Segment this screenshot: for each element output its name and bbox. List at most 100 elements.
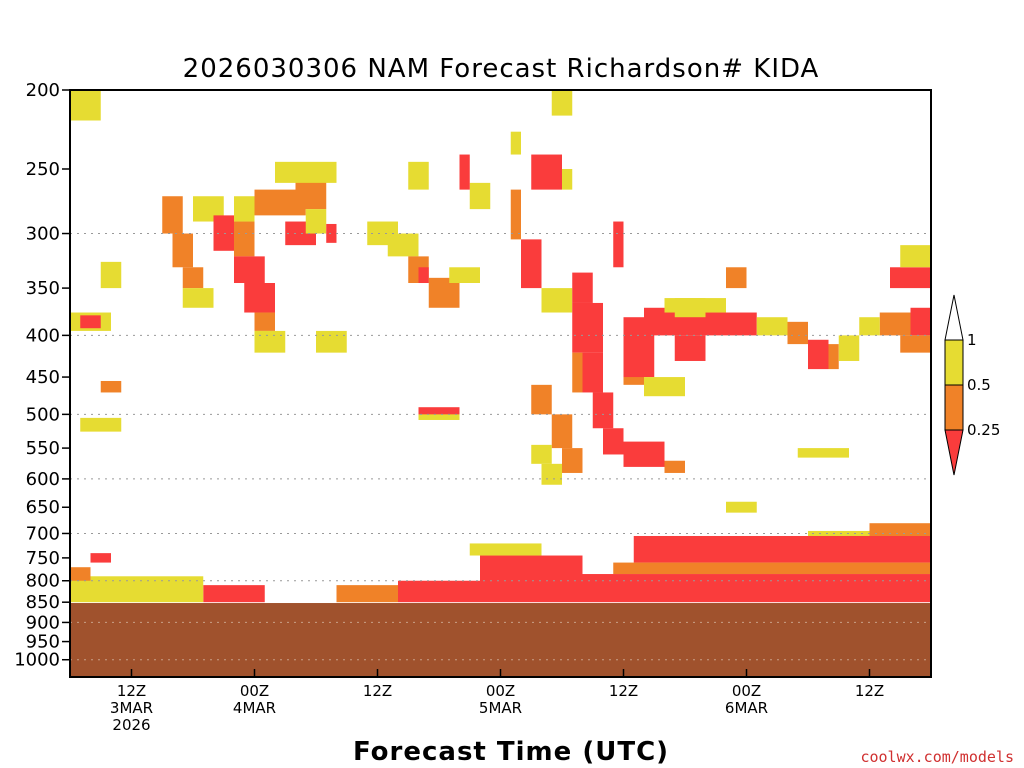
heatmap-cell <box>787 321 808 345</box>
heatmap-cell <box>305 209 327 234</box>
heatmap-cell <box>387 233 419 257</box>
heatmap-cell <box>172 233 193 268</box>
heatmap-cell <box>100 380 122 393</box>
colorbar-segment <box>944 339 964 386</box>
x-tick-label: 6MAR <box>725 699 768 717</box>
heatmap-cell <box>541 463 562 485</box>
heatmap-cell <box>469 543 542 556</box>
heatmap-cell <box>838 335 860 361</box>
x-tick-label: 00Z <box>486 682 515 700</box>
heatmap-cell <box>674 335 706 361</box>
heatmap-cell <box>510 189 521 240</box>
y-tick-label: 850 <box>26 592 60 613</box>
credit-text: coolwx.com/models <box>860 748 1014 766</box>
heatmap-cells <box>70 90 931 603</box>
y-tick-label: 1000 <box>14 650 60 671</box>
y-tick-label: 900 <box>26 612 60 633</box>
heatmap-cell <box>531 154 562 190</box>
y-tick-label: 650 <box>26 497 60 518</box>
chart-title: 2026030306 NAM Forecast Richardson# KIDA <box>183 54 820 84</box>
heatmap-cell <box>582 574 931 603</box>
heatmap-cell <box>879 312 911 336</box>
heatmap-cell <box>633 535 931 563</box>
heatmap-cell <box>418 407 460 418</box>
heatmap-cell <box>234 256 265 284</box>
heatmap-cell <box>162 196 183 234</box>
x-axis-title: Forecast Time (UTC) <box>353 737 669 767</box>
x-tick-label: 3MAR <box>110 699 153 717</box>
heatmap-cell <box>418 267 429 284</box>
heatmap-cell <box>521 239 542 289</box>
heatmap-cell <box>244 283 275 313</box>
heatmap-cell <box>551 90 573 116</box>
heatmap-cell <box>828 344 839 370</box>
heatmap-cell <box>808 339 829 370</box>
heatmap-cell <box>603 428 624 455</box>
y-tick-label: 400 <box>26 325 60 346</box>
y-tick-label: 250 <box>26 159 60 180</box>
colorbar-top-arrow <box>944 294 964 341</box>
heatmap-cell <box>900 335 931 353</box>
heatmap-cell <box>459 154 470 190</box>
heatmap-cell <box>562 168 573 190</box>
x-tick-label: 12Z <box>117 682 146 700</box>
heatmap-cell <box>531 384 552 415</box>
colorbar-legend: 1 0.5 0.25 <box>944 294 1000 476</box>
heatmap-cell <box>510 131 521 155</box>
y-tick-label: 500 <box>26 404 60 425</box>
heatmap-cell <box>644 377 685 397</box>
colorbar-segment <box>944 384 964 431</box>
heatmap-cell <box>910 307 931 336</box>
colorbar-label: 1 <box>967 331 977 349</box>
heatmap-cell <box>254 330 286 353</box>
heatmap-cell <box>664 298 726 313</box>
y-tick-label: 550 <box>26 438 60 459</box>
below-ground-layer <box>70 603 931 677</box>
heatmap-cell <box>900 245 931 268</box>
below-ground-fill <box>70 603 931 677</box>
heatmap-cell <box>336 585 398 603</box>
heatmap-cell <box>418 414 460 420</box>
x-tick-label: 12Z <box>363 682 392 700</box>
x-tick-label: 12Z <box>855 682 884 700</box>
heatmap-cell <box>562 448 583 473</box>
heatmap-cell <box>726 501 757 513</box>
heatmap-cell <box>80 417 122 432</box>
x-tick-label: 00Z <box>732 682 761 700</box>
heatmap-cell <box>890 267 931 289</box>
heatmap-cell <box>449 267 480 284</box>
heatmap-cell <box>592 392 614 429</box>
heatmap-cell <box>705 312 757 336</box>
heatmap-cell <box>541 288 573 313</box>
heatmap-cell <box>480 555 583 603</box>
heatmap-cell <box>613 221 624 268</box>
x-tick-label: 4MAR <box>233 699 276 717</box>
colorbar-label: 0.25 <box>967 421 1000 439</box>
y-axis: 200 250 300 350 400 450 500 550 600 650 700 7508008… <box>14 80 70 671</box>
heatmap-cell <box>316 330 347 353</box>
heatmap-cell <box>859 317 880 336</box>
y-tick-label: 200 <box>26 80 60 101</box>
heatmap-cell <box>80 315 101 329</box>
y-tick-label: 450 <box>26 367 60 388</box>
heatmap-cell <box>613 562 931 575</box>
heatmap-cell <box>664 460 685 473</box>
heatmap-cell <box>551 414 573 449</box>
y-tick-label: 350 <box>26 278 60 299</box>
x-tick-label: 00Z <box>240 682 269 700</box>
heatmap-cell <box>326 223 337 243</box>
heatmap-cell <box>531 444 552 464</box>
heatmap-cell <box>100 261 122 289</box>
x-tick-label: 12Z <box>609 682 638 700</box>
y-tick-label: 700 <box>26 523 60 544</box>
heatmap-cell <box>408 161 429 190</box>
heatmap-cell <box>234 221 255 257</box>
heatmap-cell <box>797 448 849 458</box>
y-tick-label: 800 <box>26 571 60 592</box>
y-tick-label: 750 <box>26 548 60 569</box>
heatmap-cell <box>70 90 101 121</box>
colorbar-label: 0.5 <box>967 376 991 394</box>
heatmap-cell <box>234 196 255 222</box>
